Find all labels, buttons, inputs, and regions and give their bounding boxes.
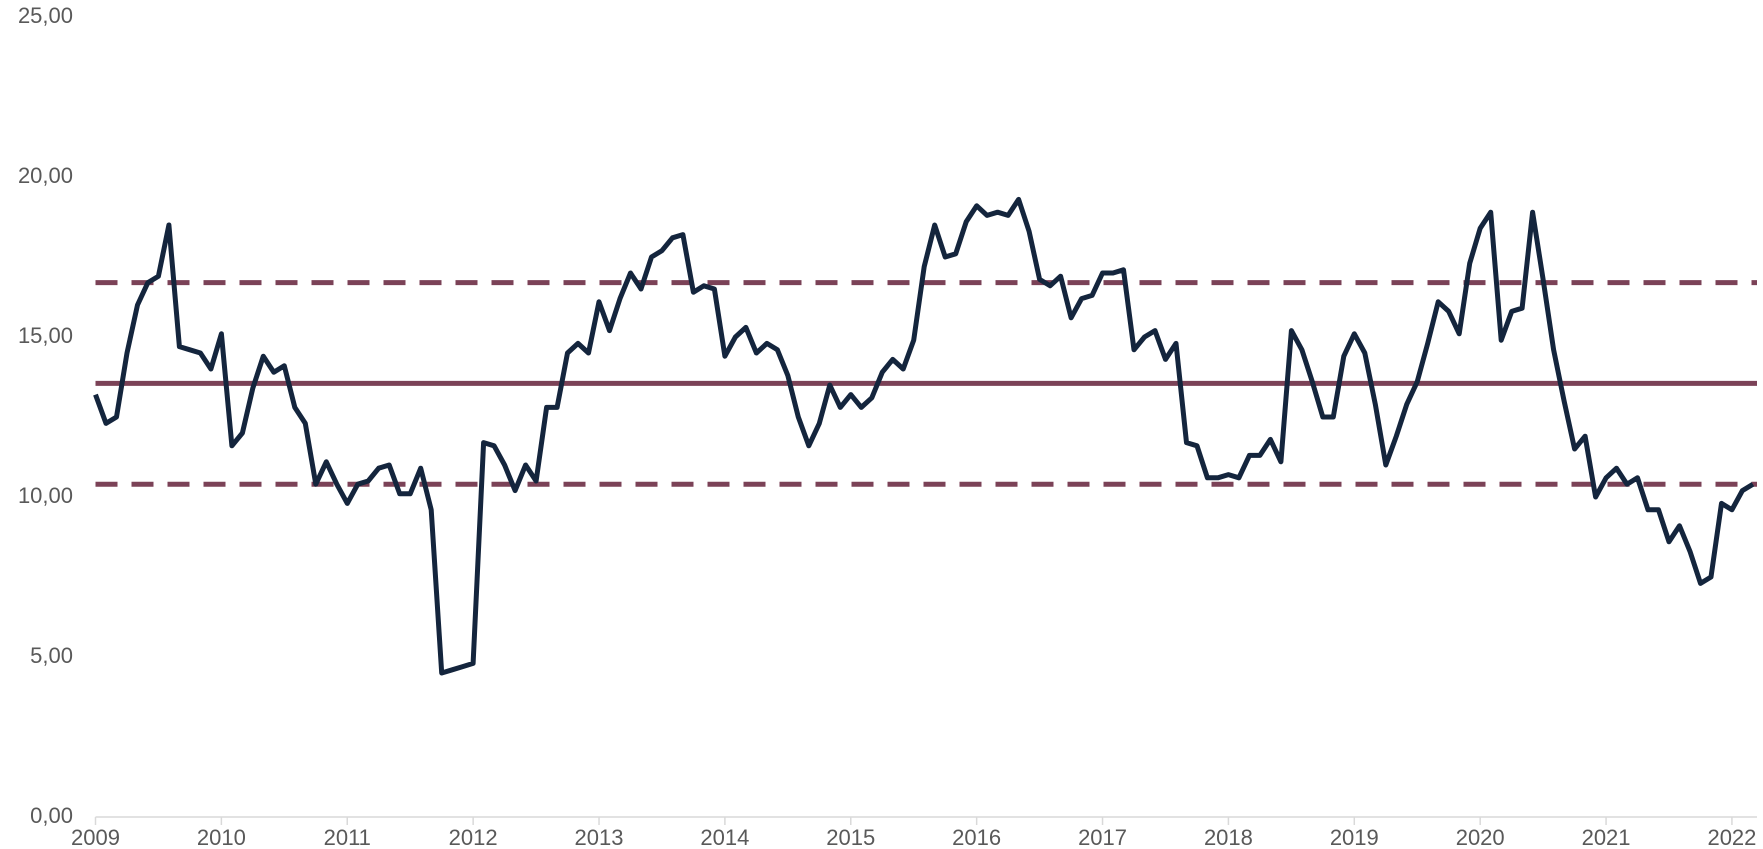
y-tick-label: 10,00 (18, 483, 73, 508)
x-tick-label: 2022 (1707, 825, 1756, 849)
x-tick-label: 2016 (952, 825, 1001, 849)
y-tick-label: 20,00 (18, 163, 73, 188)
x-tick-label: 2019 (1330, 825, 1379, 849)
x-tick-label: 2017 (1078, 825, 1127, 849)
x-tick-label: 2015 (826, 825, 875, 849)
x-tick-label: 2020 (1456, 825, 1505, 849)
x-tick-label: 2009 (71, 825, 120, 849)
x-tick-label: 2010 (197, 825, 246, 849)
data-line (93, 196, 1755, 676)
x-tick-label: 2018 (1204, 825, 1253, 849)
y-tick-label: 15,00 (18, 323, 73, 348)
y-tick-label: 25,00 (18, 3, 73, 28)
x-tick-label: 2021 (1582, 825, 1631, 849)
x-tick-label: 2013 (575, 825, 624, 849)
x-tick-label: 2011 (324, 825, 371, 849)
x-tick-label: 2014 (700, 825, 749, 849)
x-tick-label: 2012 (449, 825, 498, 849)
y-tick-label: 0,00 (30, 803, 73, 828)
y-tick-label: 5,00 (30, 643, 73, 668)
